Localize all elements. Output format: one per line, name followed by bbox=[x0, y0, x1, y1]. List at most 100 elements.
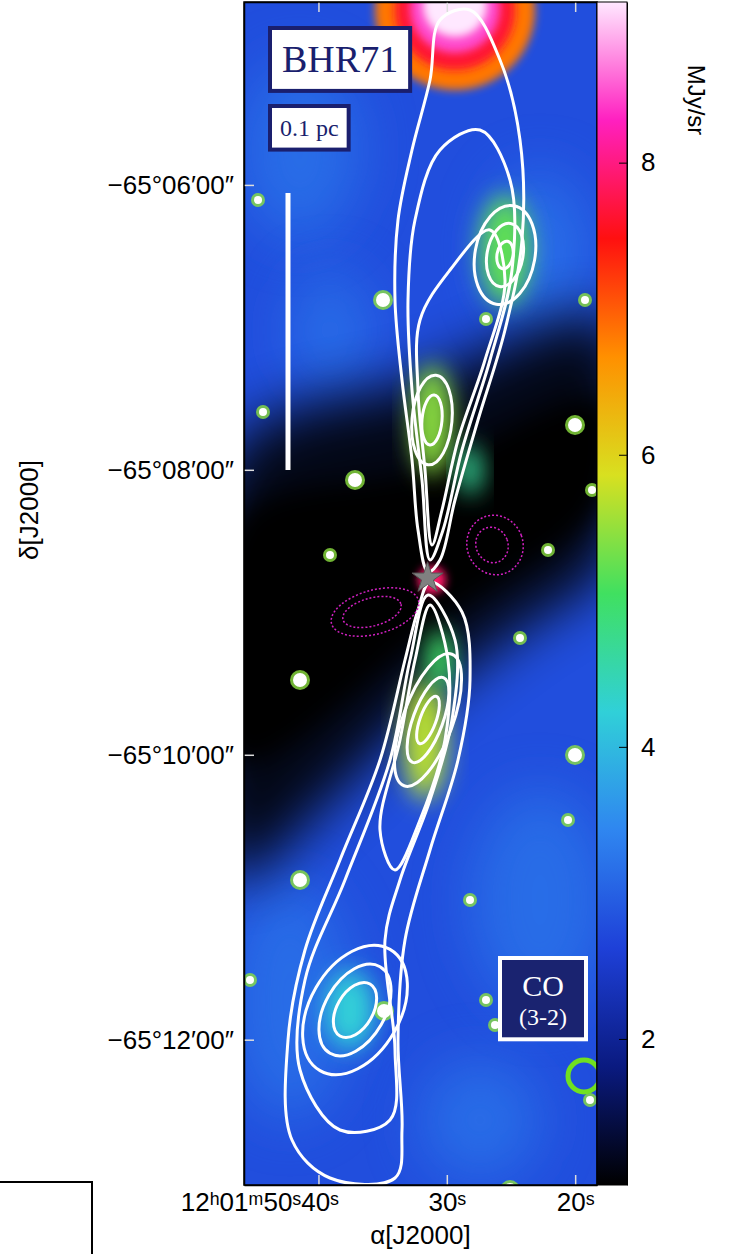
co-contour bbox=[380, 605, 450, 870]
tick-label: −65°12′00″ bbox=[108, 1025, 234, 1055]
star-halo bbox=[565, 415, 585, 435]
tick: 20ˢ bbox=[557, 1175, 595, 1217]
x-axis-top bbox=[245, 2, 598, 12]
star-halo bbox=[578, 293, 592, 307]
image-layer bbox=[244, 2, 597, 1185]
nebulosity bbox=[290, 270, 370, 390]
co-contour bbox=[381, 646, 476, 795]
co-contour bbox=[408, 373, 456, 466]
source-marker bbox=[412, 562, 443, 592]
label-box bbox=[270, 106, 349, 150]
field-star bbox=[581, 296, 589, 304]
tick-mark bbox=[575, 1175, 577, 1185]
field-star bbox=[564, 816, 572, 824]
star-halo bbox=[541, 543, 555, 557]
points bbox=[412, 562, 443, 592]
co-contour bbox=[416, 230, 505, 545]
field-star bbox=[586, 1096, 594, 1104]
field-star bbox=[293, 673, 307, 687]
tick: −65°06′00″ bbox=[108, 170, 254, 200]
bright-source bbox=[423, 2, 487, 37]
field-star bbox=[588, 486, 596, 494]
continuum-contour bbox=[339, 591, 404, 634]
tick-label: 20ˢ bbox=[557, 1187, 595, 1217]
scale-bar bbox=[286, 193, 291, 470]
label-text: (3-2) bbox=[519, 1004, 567, 1030]
bright-source bbox=[395, 2, 515, 70]
nebulosity bbox=[420, 1060, 540, 1180]
figure: 12ʰ01ᵐ50ˢ40ˢ30ˢ20ˢ−65°06′00″−65°08′00″−6… bbox=[0, 0, 744, 1254]
co-contour bbox=[297, 595, 458, 1133]
field-star bbox=[568, 418, 582, 432]
tick: 4 bbox=[619, 732, 655, 762]
x-axis-title: α[J2000] bbox=[370, 1220, 470, 1250]
co-contour bbox=[482, 220, 529, 289]
field-star bbox=[259, 408, 267, 416]
field-star bbox=[482, 315, 490, 323]
co-contour bbox=[304, 952, 406, 1069]
tick-mark bbox=[244, 1039, 254, 1041]
continuum-contour bbox=[471, 523, 513, 568]
tick-mark bbox=[447, 1175, 449, 1185]
co-contour bbox=[408, 129, 515, 560]
star-halo bbox=[585, 483, 597, 497]
label-box bbox=[270, 28, 410, 91]
field-star bbox=[466, 896, 474, 904]
field-star bbox=[544, 546, 552, 554]
label-text: 0.1 pc bbox=[280, 115, 339, 141]
tick-mark bbox=[318, 1175, 320, 1185]
tick-mark bbox=[619, 1039, 627, 1040]
field-star bbox=[326, 551, 334, 559]
tick-label: 4 bbox=[641, 732, 655, 762]
co-contour bbox=[412, 694, 444, 746]
tick-label: 30ˢ bbox=[428, 1187, 466, 1217]
tick: 6 bbox=[619, 440, 655, 470]
line-label-box: CO(3-2) bbox=[500, 958, 586, 1039]
co-contour bbox=[420, 394, 444, 446]
label-text: BHR71 bbox=[282, 38, 398, 80]
tick: −65°08′00″ bbox=[108, 455, 254, 485]
star-halo bbox=[583, 1093, 597, 1107]
tick: 8 bbox=[619, 147, 655, 177]
co-contour bbox=[285, 582, 470, 1185]
star-halo bbox=[373, 290, 393, 310]
y-axis-title: δ[J2000] bbox=[14, 460, 44, 560]
tick-mark bbox=[244, 755, 254, 757]
star-halo bbox=[513, 631, 527, 645]
tick-label: 6 bbox=[641, 440, 655, 470]
colorbar-title: MJy/sr bbox=[683, 65, 710, 136]
star-halo bbox=[323, 548, 337, 562]
star-halo bbox=[290, 670, 310, 690]
co-contour bbox=[467, 201, 543, 310]
co-contour bbox=[399, 673, 458, 768]
scale-label-box: 0.1 pc bbox=[270, 106, 349, 150]
continuum-contour bbox=[458, 507, 531, 583]
star-halo bbox=[256, 405, 270, 419]
tick: 12ʰ01ᵐ50ˢ40ˢ bbox=[181, 1175, 339, 1217]
co-contour bbox=[324, 975, 385, 1045]
tick-mark bbox=[244, 470, 254, 472]
field-star bbox=[516, 634, 524, 642]
tick bbox=[575, 2, 576, 12]
tick: −65°10′00″ bbox=[108, 740, 254, 770]
colorbar-axis: 2 4 6 8 bbox=[619, 3, 655, 1186]
tick-label: 2 bbox=[641, 1024, 655, 1054]
y-axis: −65°06′00″ −65°08′00″ −65°10′00″ −65°12′00″ bbox=[108, 3, 254, 1186]
tick-mark bbox=[575, 2, 577, 12]
tick-mark bbox=[619, 163, 627, 164]
tick bbox=[318, 2, 319, 12]
field-star bbox=[348, 473, 362, 487]
field-star bbox=[246, 976, 254, 984]
star-halo bbox=[463, 893, 477, 907]
star-halo bbox=[565, 745, 585, 765]
star-halo bbox=[290, 870, 310, 890]
field-star bbox=[376, 293, 390, 307]
frame-fragment bbox=[0, 1182, 92, 1254]
star-halo bbox=[561, 813, 575, 827]
tick-mark bbox=[447, 2, 449, 12]
label-box bbox=[500, 958, 586, 1039]
tick-label: −65°06′00″ bbox=[108, 170, 234, 200]
beam bbox=[568, 1060, 600, 1092]
tick: −65°12′00″ bbox=[108, 1025, 254, 1055]
title-box: BHR71 bbox=[270, 28, 410, 91]
